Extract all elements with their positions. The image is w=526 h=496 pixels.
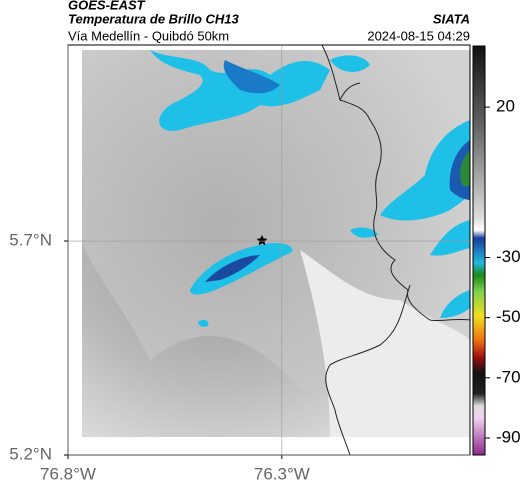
title: GOES-EAST (68, 0, 146, 12)
route: Vía Medellín - Quibdó 50km (68, 28, 229, 43)
location-marker (256, 235, 268, 246)
colorbar (472, 45, 486, 456)
y-tick-label: 5.2°N (9, 444, 52, 463)
colorbar-label: -30 (496, 247, 521, 266)
colorbar-label: 20 (496, 97, 515, 116)
x-tick-label: 76.3°W (254, 464, 310, 483)
timestamp: 2024-08-15 04:29 (367, 28, 470, 43)
colorbar-label: -70 (496, 367, 521, 386)
y-tick-label: 5.7°N (9, 230, 52, 249)
x-tick-label: 76.8°W (40, 464, 96, 483)
satellite-image (82, 50, 470, 437)
borders (321, 44, 471, 456)
colorbar-label: -90 (496, 427, 521, 446)
source: SIATA (433, 11, 470, 26)
colorbar-label: -50 (496, 307, 521, 326)
subtitle: Temperatura de Brillo CH13 (68, 11, 240, 26)
